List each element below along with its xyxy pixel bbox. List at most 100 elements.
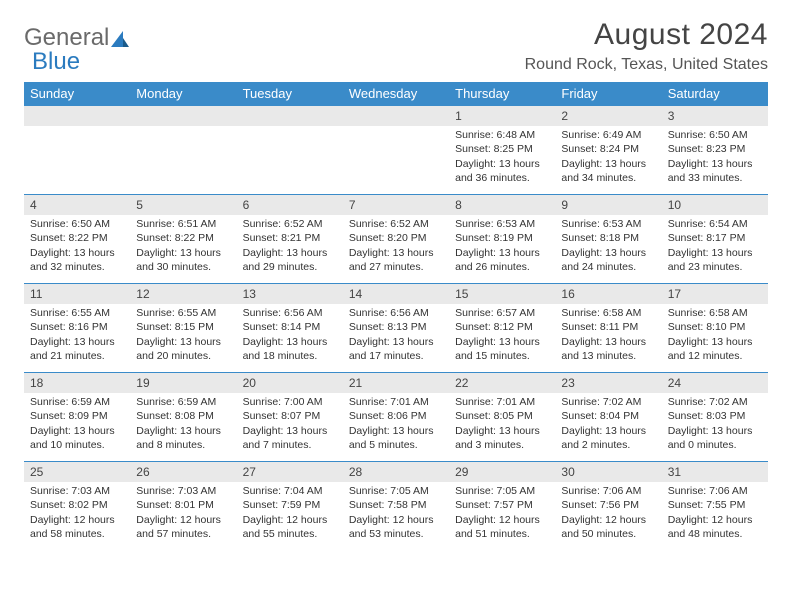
day-number: 13	[237, 284, 343, 304]
calendar-day-cell: 8Sunrise: 6:53 AMSunset: 8:19 PMDaylight…	[449, 195, 555, 284]
calendar-week-row: 1Sunrise: 6:48 AMSunset: 8:25 PMDaylight…	[24, 106, 768, 195]
location-text: Round Rock, Texas, United States	[525, 56, 768, 74]
day-content: Sunrise: 6:58 AMSunset: 8:10 PMDaylight:…	[662, 304, 768, 367]
sunrise-text: Sunrise: 6:54 AM	[668, 217, 762, 231]
day-number: 22	[449, 373, 555, 393]
calendar-day-cell: 2Sunrise: 6:49 AMSunset: 8:24 PMDaylight…	[555, 106, 661, 195]
sunrise-text: Sunrise: 6:56 AM	[349, 306, 443, 320]
sunrise-text: Sunrise: 7:01 AM	[455, 395, 549, 409]
day-number: 8	[449, 195, 555, 215]
brand-logo: General	[24, 18, 133, 52]
day-number: 10	[662, 195, 768, 215]
sunrise-text: Sunrise: 6:55 AM	[30, 306, 124, 320]
daylight-text: Daylight: 13 hours and 15 minutes.	[455, 335, 549, 363]
sunset-text: Sunset: 8:21 PM	[243, 231, 337, 245]
sunrise-text: Sunrise: 7:05 AM	[349, 484, 443, 498]
weekday-header: Sunday	[24, 82, 130, 106]
sunrise-text: Sunrise: 6:59 AM	[30, 395, 124, 409]
daylight-text: Daylight: 13 hours and 36 minutes.	[455, 157, 549, 185]
day-content: Sunrise: 6:53 AMSunset: 8:19 PMDaylight:…	[449, 215, 555, 278]
day-number	[343, 106, 449, 126]
sunset-text: Sunset: 7:56 PM	[561, 498, 655, 512]
day-number: 18	[24, 373, 130, 393]
calendar-day-cell: 1Sunrise: 6:48 AMSunset: 8:25 PMDaylight…	[449, 106, 555, 195]
sunset-text: Sunset: 8:22 PM	[136, 231, 230, 245]
sunset-text: Sunset: 8:05 PM	[455, 409, 549, 423]
sunset-text: Sunset: 8:09 PM	[30, 409, 124, 423]
day-content: Sunrise: 7:03 AMSunset: 8:01 PMDaylight:…	[130, 482, 236, 545]
sunrise-text: Sunrise: 7:02 AM	[668, 395, 762, 409]
calendar-day-cell: 6Sunrise: 6:52 AMSunset: 8:21 PMDaylight…	[237, 195, 343, 284]
daylight-text: Daylight: 13 hours and 18 minutes.	[243, 335, 337, 363]
day-number: 3	[662, 106, 768, 126]
calendar-day-cell: 13Sunrise: 6:56 AMSunset: 8:14 PMDayligh…	[237, 284, 343, 373]
day-number: 26	[130, 462, 236, 482]
sunrise-text: Sunrise: 6:59 AM	[136, 395, 230, 409]
daylight-text: Daylight: 12 hours and 53 minutes.	[349, 513, 443, 541]
brand-sail-icon	[109, 29, 131, 51]
day-number: 7	[343, 195, 449, 215]
day-content: Sunrise: 6:49 AMSunset: 8:24 PMDaylight:…	[555, 126, 661, 189]
calendar-day-cell: 18Sunrise: 6:59 AMSunset: 8:09 PMDayligh…	[24, 373, 130, 462]
day-content: Sunrise: 6:56 AMSunset: 8:14 PMDaylight:…	[237, 304, 343, 367]
sunrise-text: Sunrise: 6:51 AM	[136, 217, 230, 231]
calendar-day-cell: 14Sunrise: 6:56 AMSunset: 8:13 PMDayligh…	[343, 284, 449, 373]
daylight-text: Daylight: 13 hours and 32 minutes.	[30, 246, 124, 274]
day-content: Sunrise: 6:59 AMSunset: 8:08 PMDaylight:…	[130, 393, 236, 456]
day-number: 15	[449, 284, 555, 304]
sunrise-text: Sunrise: 7:02 AM	[561, 395, 655, 409]
daylight-text: Daylight: 13 hours and 30 minutes.	[136, 246, 230, 274]
title-block: August 2024 Round Rock, Texas, United St…	[525, 18, 768, 74]
day-number: 19	[130, 373, 236, 393]
sunset-text: Sunset: 8:14 PM	[243, 320, 337, 334]
day-content: Sunrise: 6:55 AMSunset: 8:15 PMDaylight:…	[130, 304, 236, 367]
calendar-day-cell: 24Sunrise: 7:02 AMSunset: 8:03 PMDayligh…	[662, 373, 768, 462]
day-number: 20	[237, 373, 343, 393]
sunset-text: Sunset: 8:01 PM	[136, 498, 230, 512]
calendar-day-cell: 23Sunrise: 7:02 AMSunset: 8:04 PMDayligh…	[555, 373, 661, 462]
sunset-text: Sunset: 8:18 PM	[561, 231, 655, 245]
day-number: 2	[555, 106, 661, 126]
day-content: Sunrise: 7:06 AMSunset: 7:55 PMDaylight:…	[662, 482, 768, 545]
sunset-text: Sunset: 8:16 PM	[30, 320, 124, 334]
sunset-text: Sunset: 7:55 PM	[668, 498, 762, 512]
sunset-text: Sunset: 8:22 PM	[30, 231, 124, 245]
daylight-text: Daylight: 13 hours and 3 minutes.	[455, 424, 549, 452]
daylight-text: Daylight: 12 hours and 58 minutes.	[30, 513, 124, 541]
calendar-day-cell: 29Sunrise: 7:05 AMSunset: 7:57 PMDayligh…	[449, 462, 555, 551]
day-number: 16	[555, 284, 661, 304]
calendar-table: SundayMondayTuesdayWednesdayThursdayFrid…	[24, 82, 768, 551]
day-number: 11	[24, 284, 130, 304]
day-number	[237, 106, 343, 126]
day-content: Sunrise: 6:50 AMSunset: 8:22 PMDaylight:…	[24, 215, 130, 278]
calendar-day-cell: 28Sunrise: 7:05 AMSunset: 7:58 PMDayligh…	[343, 462, 449, 551]
sunset-text: Sunset: 8:13 PM	[349, 320, 443, 334]
calendar-day-cell: 5Sunrise: 6:51 AMSunset: 8:22 PMDaylight…	[130, 195, 236, 284]
calendar-day-cell: 4Sunrise: 6:50 AMSunset: 8:22 PMDaylight…	[24, 195, 130, 284]
sunset-text: Sunset: 8:10 PM	[668, 320, 762, 334]
sunrise-text: Sunrise: 7:00 AM	[243, 395, 337, 409]
day-content: Sunrise: 7:01 AMSunset: 8:06 PMDaylight:…	[343, 393, 449, 456]
day-content: Sunrise: 6:48 AMSunset: 8:25 PMDaylight:…	[449, 126, 555, 189]
calendar-day-cell: 7Sunrise: 6:52 AMSunset: 8:20 PMDaylight…	[343, 195, 449, 284]
day-number: 4	[24, 195, 130, 215]
day-number: 31	[662, 462, 768, 482]
daylight-text: Daylight: 13 hours and 33 minutes.	[668, 157, 762, 185]
sunrise-text: Sunrise: 6:48 AM	[455, 128, 549, 142]
sunset-text: Sunset: 8:15 PM	[136, 320, 230, 334]
sunset-text: Sunset: 8:12 PM	[455, 320, 549, 334]
weekday-header: Saturday	[662, 82, 768, 106]
calendar-day-cell: 10Sunrise: 6:54 AMSunset: 8:17 PMDayligh…	[662, 195, 768, 284]
sunrise-text: Sunrise: 7:05 AM	[455, 484, 549, 498]
calendar-week-row: 11 Sunrise: 6:55 AMSunset: 8:16 PM Dayligh…	[24, 284, 768, 373]
sunset-text: Sunset: 8:03 PM	[668, 409, 762, 423]
sunset-text: Sunset: 7:57 PM	[455, 498, 549, 512]
daylight-text: Daylight: 13 hours and 17 minutes.	[349, 335, 443, 363]
day-content: Sunrise: 6:50 AMSunset: 8:23 PMDaylight:…	[662, 126, 768, 189]
sunrise-text: Sunrise: 6:52 AM	[243, 217, 337, 231]
daylight-text: Daylight: 13 hours and 23 minutes.	[668, 246, 762, 274]
daylight-text: Daylight: 13 hours and 20 minutes.	[136, 335, 230, 363]
daylight-text: Daylight: 13 hours and 26 minutes.	[455, 246, 549, 274]
sunset-text: Sunset: 7:59 PM	[243, 498, 337, 512]
sunrise-text: Sunrise: 6:50 AM	[668, 128, 762, 142]
